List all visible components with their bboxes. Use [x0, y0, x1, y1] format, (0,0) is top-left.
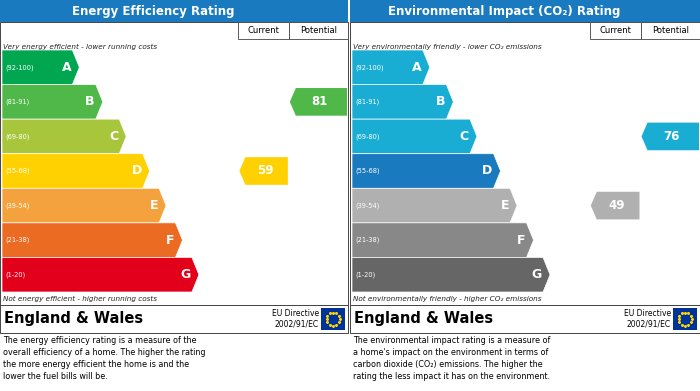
Text: 59: 59	[257, 165, 274, 178]
Text: Not energy efficient - higher running costs: Not energy efficient - higher running co…	[3, 296, 157, 302]
Bar	[640, 22, 700, 39]
Bar	[0, 22, 348, 305]
Text: Potential: Potential	[300, 26, 337, 35]
Text: (39-54): (39-54)	[355, 202, 379, 209]
Bar	[239, 22, 289, 39]
Polygon shape	[591, 192, 640, 219]
Text: (21-38): (21-38)	[5, 237, 29, 243]
Text: (55-68): (55-68)	[355, 168, 379, 174]
Polygon shape	[2, 50, 79, 84]
Text: D: D	[132, 165, 141, 178]
Polygon shape	[2, 119, 126, 154]
Polygon shape	[352, 154, 500, 188]
Text: (21-38): (21-38)	[355, 237, 379, 243]
Text: (69-80): (69-80)	[355, 133, 379, 140]
Bar	[350, 0, 700, 22]
Text: The energy efficiency rating is a measure of the
overall efficiency of a home. T: The energy efficiency rating is a measur…	[3, 336, 206, 382]
Text: 76: 76	[664, 130, 680, 143]
Text: (69-80): (69-80)	[5, 133, 29, 140]
Text: Very environmentally friendly - lower CO₂ emissions: Very environmentally friendly - lower CO…	[353, 44, 542, 50]
Bar	[0, 305, 348, 333]
Polygon shape	[2, 223, 183, 257]
Text: (92-100): (92-100)	[355, 64, 384, 70]
Text: The environmental impact rating is a measure of
a home's impact on the environme: The environmental impact rating is a mea…	[353, 336, 550, 382]
Polygon shape	[352, 257, 550, 292]
Text: Current: Current	[248, 26, 279, 35]
Text: (1-20): (1-20)	[5, 271, 25, 278]
Polygon shape	[2, 257, 199, 292]
Polygon shape	[2, 188, 166, 223]
Text: (39-54): (39-54)	[5, 202, 29, 209]
Text: (81-91): (81-91)	[355, 99, 379, 105]
Polygon shape	[352, 188, 517, 223]
Text: Potential: Potential	[652, 26, 689, 35]
Text: A: A	[62, 61, 71, 74]
Text: (81-91): (81-91)	[5, 99, 29, 105]
Text: Not environmentally friendly - higher CO₂ emissions: Not environmentally friendly - higher CO…	[353, 296, 542, 302]
Text: England & Wales: England & Wales	[4, 312, 143, 326]
Text: (55-68): (55-68)	[5, 168, 29, 174]
Text: G: G	[181, 268, 191, 281]
Polygon shape	[641, 123, 699, 150]
Text: Very energy efficient - lower running costs: Very energy efficient - lower running co…	[3, 44, 157, 50]
Bar	[321, 308, 345, 330]
Text: B: B	[85, 95, 94, 108]
Text: Current: Current	[599, 26, 631, 35]
Bar	[589, 22, 640, 39]
Text: 49: 49	[608, 199, 625, 212]
Bar	[289, 22, 348, 39]
Text: England & Wales: England & Wales	[354, 312, 493, 326]
Polygon shape	[352, 84, 454, 119]
Text: Environmental Impact (CO₂) Rating: Environmental Impact (CO₂) Rating	[388, 5, 620, 18]
Polygon shape	[352, 50, 430, 84]
Text: 2002/91/EC: 2002/91/EC	[275, 319, 319, 328]
Polygon shape	[2, 84, 103, 119]
Polygon shape	[2, 154, 150, 188]
Text: Energy Efficiency Rating: Energy Efficiency Rating	[72, 5, 235, 18]
Text: F: F	[166, 234, 174, 247]
Bar	[0, 0, 348, 22]
Text: A: A	[412, 61, 422, 74]
Polygon shape	[352, 119, 477, 154]
Text: E: E	[150, 199, 158, 212]
Text: EU Directive: EU Directive	[624, 309, 671, 318]
Polygon shape	[239, 157, 288, 185]
Text: C: C	[109, 130, 118, 143]
Polygon shape	[290, 88, 347, 116]
Bar	[673, 308, 697, 330]
Text: 2002/91/EC: 2002/91/EC	[627, 319, 671, 328]
Bar	[350, 22, 700, 305]
Text: B: B	[436, 95, 445, 108]
Polygon shape	[352, 223, 533, 257]
Text: F: F	[517, 234, 526, 247]
Text: 81: 81	[312, 95, 328, 108]
Text: G: G	[532, 268, 542, 281]
Text: C: C	[460, 130, 469, 143]
Bar	[350, 305, 700, 333]
Text: EU Directive: EU Directive	[272, 309, 319, 318]
Text: D: D	[482, 165, 493, 178]
Text: (1-20): (1-20)	[355, 271, 375, 278]
Text: (92-100): (92-100)	[5, 64, 34, 70]
Text: E: E	[500, 199, 509, 212]
